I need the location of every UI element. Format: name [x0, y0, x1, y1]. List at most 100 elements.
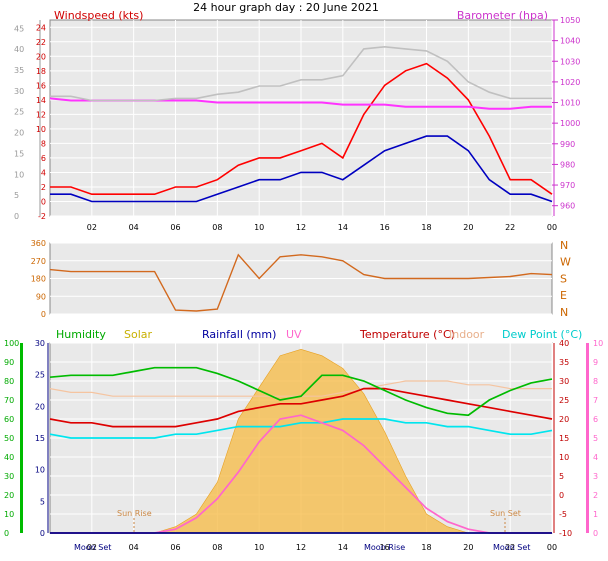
rain-tick-label: 20 — [35, 402, 45, 411]
legend-temperature: Temperature (°C) — [359, 328, 455, 341]
series-direction-line — [49, 253, 553, 312]
direction-tick-label: 90 — [36, 292, 46, 301]
x-tick-label-bottom: 04 — [129, 543, 139, 552]
uv-axis-bar — [586, 343, 589, 533]
barometer-axis-label: Barometer (hpa) — [457, 9, 548, 22]
legend-indoor: Indoor — [449, 328, 485, 341]
direction-tick-label: 0 — [41, 310, 46, 319]
baro-tick-label: 970 — [560, 181, 575, 190]
legend-dewpoint: Dew Point (°C) — [502, 328, 582, 341]
humidity-tick-label: 20 — [4, 491, 14, 500]
wind-tick-label: 22 — [36, 38, 46, 47]
x-tick-label-top: 12 — [296, 223, 306, 232]
wind-outer-tick-label: 15 — [14, 149, 24, 158]
temp-tick-label: 5 — [559, 472, 564, 481]
temp-tick-label: 35 — [559, 358, 569, 367]
direction-tick-label: 180 — [31, 275, 46, 284]
humidity-tick-label: 10 — [4, 510, 14, 519]
temp-tick-label: 10 — [559, 453, 569, 462]
humidity-tick-label: 40 — [4, 453, 14, 462]
series-humidity-line — [49, 366, 553, 417]
compass-label: N — [560, 306, 568, 319]
x-tick-label-bottom: 06 — [170, 543, 180, 552]
humidity-tick-label: 80 — [4, 377, 14, 386]
wind-tick-label: 2 — [41, 183, 46, 192]
legend-rainfall: Rainfall (mm) — [202, 328, 276, 341]
wind-tick-label: 14 — [36, 96, 46, 105]
humidity-tick-label: 90 — [4, 358, 14, 367]
uv-tick-label: 9 — [593, 358, 598, 367]
x-tick-label-bottom: 16 — [380, 543, 390, 552]
x-tick-label-top: 00 — [547, 223, 557, 232]
temp-tick-label: -5 — [559, 510, 567, 519]
rain-tick-label: 30 — [35, 339, 45, 348]
series-dew-point-c-line — [49, 418, 553, 439]
x-tick-label-top: 20 — [463, 223, 473, 232]
baro-tick-label: 960 — [560, 202, 575, 211]
humidity-axis-bar — [20, 343, 23, 533]
temp-tick-label: 30 — [559, 377, 569, 386]
compass-label: W — [560, 256, 571, 269]
wind-outer-tick-label: 30 — [14, 87, 24, 96]
x-tick-label-top: 02 — [87, 223, 97, 232]
series-gust-line — [50, 62, 553, 195]
compass-label: S — [560, 272, 567, 285]
series-temperature-c-line — [49, 387, 553, 428]
temp-tick-label: 15 — [559, 434, 569, 443]
x-tick-label-bottom: 02 — [87, 543, 97, 552]
windspeed-axis-label: Windspeed (kts) — [54, 9, 143, 22]
baro-tick-label: 1050 — [560, 16, 580, 25]
uv-tick-label: 1 — [593, 510, 598, 519]
x-tick-label-bottom: 12 — [296, 543, 306, 552]
temp-tick-label: 20 — [559, 415, 569, 424]
temp-tick-label: 40 — [559, 339, 569, 348]
moonset-label-end: Moon Set — [493, 543, 530, 552]
wind-tick-label: 16 — [36, 81, 46, 90]
uv-tick-label: 3 — [593, 472, 598, 481]
humidity-tick-label: 70 — [4, 396, 14, 405]
x-tick-label-top: 22 — [505, 223, 515, 232]
uv-tick-label: 0 — [593, 529, 598, 538]
x-tick-label-bottom: 10 — [254, 543, 264, 552]
rain-tick-label: 10 — [35, 466, 45, 475]
x-tick-label-top: 06 — [170, 223, 180, 232]
wind-outer-tick-label: 20 — [14, 129, 24, 138]
x-tick-label-bottom: 22 — [505, 543, 515, 552]
baro-tick-label: 1040 — [560, 37, 580, 46]
sunrise-label: Sun Rise — [117, 509, 152, 518]
chart-title: 24 hour graph day : 20 June 2021 — [193, 1, 379, 14]
wind-tick-label: 12 — [36, 110, 46, 119]
wind-tick-label: 10 — [36, 125, 46, 134]
x-tick-label-top: 14 — [338, 223, 348, 232]
humidity-tick-label: 60 — [4, 415, 14, 424]
baro-tick-label: 980 — [560, 160, 575, 169]
wind-tick-label: 6 — [41, 154, 46, 163]
moonrise-label: Moon Rise — [364, 543, 405, 552]
wind-tick-label: -2 — [38, 212, 46, 221]
compass-label: E — [560, 289, 567, 302]
x-tick-label-bottom: 08 — [212, 543, 222, 552]
rain-tick-label: 0 — [40, 529, 45, 538]
series-indoor-line — [50, 45, 552, 102]
sunset-label: Sun Set — [490, 509, 521, 518]
x-tick-label-top: 08 — [212, 223, 222, 232]
wind-outer-tick-label: 35 — [14, 66, 24, 75]
rain-tick-label: 15 — [35, 434, 45, 443]
wind-outer-tick-label: 45 — [14, 24, 24, 33]
x-tick-label-top: 04 — [129, 223, 139, 232]
wind-outer-tick-label: 25 — [14, 108, 24, 117]
wind-tick-label: 8 — [41, 139, 46, 148]
wind-tick-label: 20 — [36, 52, 46, 61]
baro-tick-label: 1030 — [560, 57, 580, 66]
moonset-label-start: Moon Set — [74, 543, 111, 552]
x-tick-label-top: 18 — [421, 223, 431, 232]
series-average-line — [50, 135, 553, 203]
baro-tick-label: 1020 — [560, 78, 580, 87]
x-tick-label-top: 10 — [254, 223, 264, 232]
temp-tick-label: -10 — [559, 529, 572, 538]
wind-outer-tick-label: 5 — [14, 191, 19, 200]
uv-tick-label: 4 — [593, 453, 598, 462]
uv-tick-label: 7 — [593, 396, 598, 405]
humidity-tick-label: 0 — [4, 529, 9, 538]
